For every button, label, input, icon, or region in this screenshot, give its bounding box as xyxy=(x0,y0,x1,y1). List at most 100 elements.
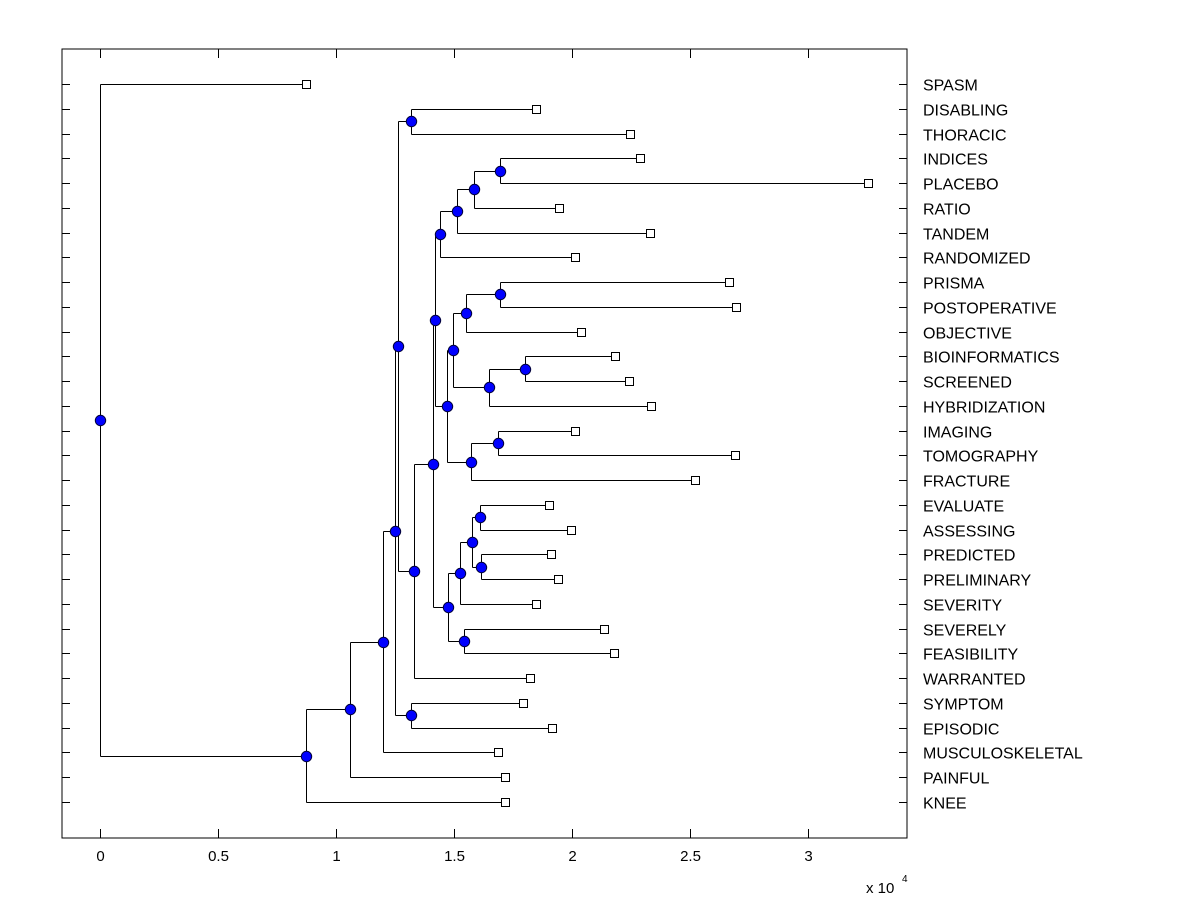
node-markers xyxy=(94,115,532,763)
node-marker-n_ratio xyxy=(468,183,481,196)
node-marker-n_frac xyxy=(465,456,478,469)
leaf-marker-indices xyxy=(636,154,645,163)
leaf-label-hybridization: HYBRIDIZATION xyxy=(923,400,1045,417)
leaf-marker-severity xyxy=(532,600,541,609)
x-tick-label: 3 xyxy=(804,848,812,865)
leaf-marker-randomized xyxy=(571,253,580,262)
leaf-marker-predicted xyxy=(547,550,556,559)
x-tick-label: 0 xyxy=(96,848,104,865)
leaf-label-postoperative: POSTOPERATIVE xyxy=(923,301,1057,318)
node-marker-n_disthor xyxy=(405,115,418,128)
node-marker-n_mid xyxy=(441,400,454,413)
node-marker-n_knee xyxy=(300,750,313,763)
leaf-label-fracture: FRACTURE xyxy=(923,474,1010,491)
leaf-label-evaluate: EVALUATE xyxy=(923,499,1004,516)
leaf-marker-bioinformatics xyxy=(611,352,620,361)
leaf-label-predicted: PREDICTED xyxy=(923,548,1015,565)
node-marker-n_A xyxy=(392,340,405,353)
leaf-label-indices: INDICES xyxy=(923,152,988,169)
leaf-label-spasm: SPASM xyxy=(923,78,978,95)
leaf-marker-warranted xyxy=(526,674,535,683)
leaf-label-painful: PAINFUL xyxy=(923,771,989,788)
leaf-label-severely: SEVERELY xyxy=(923,623,1007,640)
leaf-marker-tandem xyxy=(646,229,655,238)
leaf-marker-evaluate xyxy=(545,501,554,510)
node-marker-n_indpla xyxy=(494,165,507,178)
node-marker-n_musc xyxy=(377,636,390,649)
node-marker-n_big xyxy=(427,458,440,471)
node-marker-n_objin xyxy=(460,307,473,320)
leaf-label-randomized: RANDOMIZED xyxy=(923,251,1031,268)
leaf-marker-spasm xyxy=(302,80,311,89)
leaf-marker-preliminary xyxy=(554,575,563,584)
leaf-marker-musculoskeletal xyxy=(494,748,503,757)
leaf-marker-painful xyxy=(501,773,510,782)
node-marker-n_imtom xyxy=(492,437,505,450)
leaf-marker-thoracic xyxy=(626,130,635,139)
leaf-marker-fracture xyxy=(691,476,700,485)
x-scale-prefix: x 10 xyxy=(866,880,894,897)
x-tick-label: 2 xyxy=(568,848,576,865)
leaf-label-warranted: WARRANTED xyxy=(923,672,1026,689)
x-tick-labels: 0 0.5 1 1.5 2 2.5 3 xyxy=(96,848,812,865)
leaf-label-thoracic: THORACIC xyxy=(923,128,1007,145)
leaf-marker-postoperative xyxy=(732,303,741,312)
leaf-marker-ratio xyxy=(555,204,564,213)
leaf-label-tomography: TOMOGRAPHY xyxy=(923,449,1039,466)
leaf-label-assessing: ASSESSING xyxy=(923,524,1015,541)
leaf-marker-placebo xyxy=(864,179,873,188)
leaf-marker-screened xyxy=(625,377,634,386)
node-marker-n_sev xyxy=(454,567,467,580)
leaf-label-prisma: PRISMA xyxy=(923,276,985,293)
leaf-marker-symptom xyxy=(519,699,528,708)
node-marker-n_evass xyxy=(474,511,487,524)
x-tick-label: 2.5 xyxy=(680,848,701,865)
leaf-label-placebo: PLACEBO xyxy=(923,177,999,194)
node-marker-n_eap xyxy=(466,536,479,549)
leaf-label-preliminary: PRELIMINARY xyxy=(923,573,1032,590)
node-marker-n_bioscr xyxy=(519,363,532,376)
leaf-label-imaging: IMAGING xyxy=(923,425,992,442)
leaf-label-bioinformatics: BIOINFORMATICS xyxy=(923,350,1060,367)
branches xyxy=(100,84,869,803)
node-marker-n_predpre xyxy=(475,561,488,574)
leaf-marker-imaging xyxy=(571,427,580,436)
node-marker-n_obj xyxy=(447,344,460,357)
x-tick-label: 1.5 xyxy=(444,848,465,865)
node-marker-n_B xyxy=(389,525,402,538)
leaf-label-ratio: RATIO xyxy=(923,202,971,219)
x-axis-ticks xyxy=(100,49,809,838)
node-marker-n_prispost xyxy=(494,288,507,301)
node-marker-n_root xyxy=(94,414,107,427)
leaf-marker-episodic xyxy=(548,724,557,733)
node-marker-n_painful xyxy=(344,703,357,716)
leaf-marker-prisma xyxy=(725,278,734,287)
leaf-marker-tomography xyxy=(731,451,740,460)
leaf-label-disabling: DISABLING xyxy=(923,103,1008,120)
leaf-label-tandem: TANDEM xyxy=(923,227,989,244)
node-marker-n_sevfeas xyxy=(458,635,471,648)
plot-frame xyxy=(61,48,908,839)
leaf-marker-feasibility xyxy=(610,649,619,658)
y-axis-ticks xyxy=(62,84,907,803)
leaf-marker-severely xyxy=(600,625,609,634)
leaf-marker-hybridization xyxy=(647,402,656,411)
leaf-label-severity: SEVERITY xyxy=(923,598,1002,615)
leaf-marker-objective xyxy=(577,328,586,337)
leaf-label-episodic: EPISODIC xyxy=(923,722,999,739)
node-marker-n_warr xyxy=(408,565,421,578)
leaf-marker-assessing xyxy=(567,526,576,535)
node-marker-n_symep xyxy=(405,709,418,722)
node-marker-n_rand xyxy=(434,228,447,241)
x-scale-exponent: 4 xyxy=(902,874,908,885)
leaf-label-feasibility: FEASIBILITY xyxy=(923,647,1018,664)
x-tick-label: 1 xyxy=(332,848,340,865)
node-marker-n_tand xyxy=(451,205,464,218)
plot-area-border xyxy=(61,48,908,839)
leaf-label-knee: KNEE xyxy=(923,796,967,813)
leaf-label-objective: OBJECTIVE xyxy=(923,326,1012,343)
node-marker-n_upper xyxy=(429,314,442,327)
leaf-marker-disabling xyxy=(532,105,541,114)
leaf-label-symptom: SYMPTOM xyxy=(923,697,1004,714)
leaf-markers xyxy=(302,80,873,807)
